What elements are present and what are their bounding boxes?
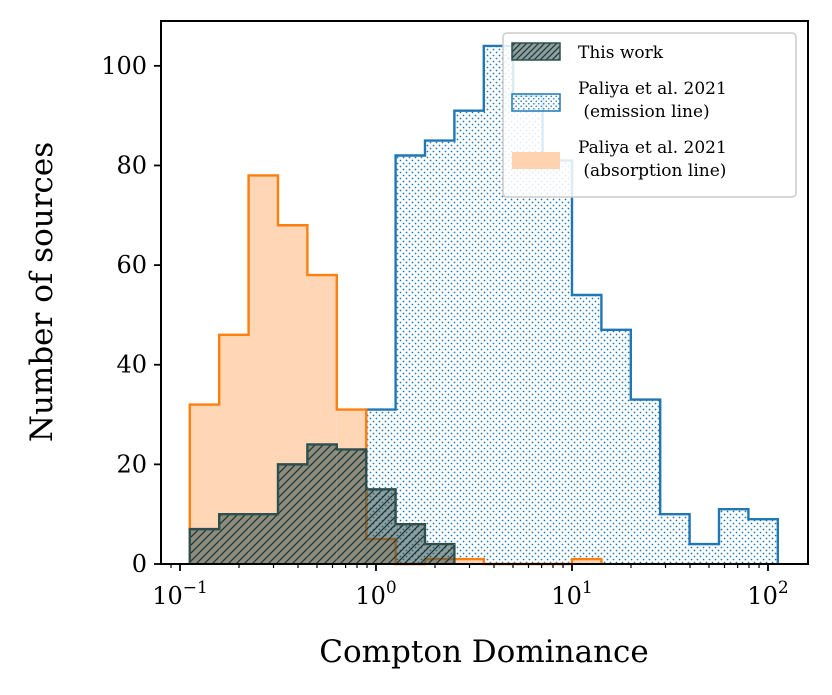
legend: This work Paliya et al. 2021 (emission l… (502, 32, 797, 198)
x-tick-label-10: 101 (551, 578, 592, 610)
bar-this-work-5 (336, 449, 367, 564)
bar-emission-line-14 (601, 329, 631, 564)
series-emission-line (364, 44, 779, 565)
y-tick-label-20: 20 (116, 450, 147, 478)
y-tick-label-0: 0 (132, 550, 147, 578)
legend-swatch-absorption-line (512, 152, 560, 169)
bar-this-work-7 (395, 524, 425, 564)
y-axis-label: Number of sources (24, 142, 60, 442)
outline-emission-line (364, 44, 779, 564)
x-tick-label-0.1: 10−1 (152, 578, 208, 610)
plot-frame (160, 20, 809, 565)
bar-emission-line-9 (454, 110, 484, 564)
x-tick-label-100: 102 (747, 578, 788, 610)
y-axis: 0 20 40 60 80 100 (101, 52, 161, 578)
legend-label-absorption-line-2: (absorption line) (578, 161, 726, 181)
bar-emission-line-13 (571, 294, 602, 564)
legend-frame (502, 32, 797, 198)
bar-absorption-line-2 (248, 175, 278, 564)
x-tick-label-1: 100 (355, 578, 396, 610)
bar-this-work-2 (248, 514, 278, 564)
legend-label-absorption-line-1: Paliya et al. 2021 (578, 138, 727, 158)
series-this-work (188, 443, 456, 564)
legend-label-emission-line-2: (emission line) (578, 102, 710, 122)
legend-swatch-emission-line (511, 93, 561, 112)
bar-emission-line-19 (748, 519, 778, 564)
bar-emission-line-12 (542, 160, 572, 564)
y-tick-label-60: 60 (116, 251, 147, 279)
bar-this-work-6 (366, 489, 396, 564)
bar-this-work-0 (189, 529, 220, 564)
bar-this-work-8 (424, 544, 455, 564)
legend-swatch-this-work (511, 42, 561, 61)
y-tick-label-40: 40 (116, 351, 147, 379)
x-axis-label: Compton Dominance (319, 634, 649, 670)
bar-absorption-line-9 (454, 559, 484, 564)
bar-this-work-4 (307, 444, 337, 564)
x-axis: 10−1 100 101 102 (152, 564, 789, 610)
legend-label-emission-line-1: Paliya et al. 2021 (578, 79, 727, 99)
bar-emission-line-15 (630, 399, 661, 564)
bar-emission-line-16 (660, 514, 690, 564)
bar-this-work-1 (219, 514, 249, 564)
bar-absorption-line-13 (571, 559, 602, 564)
y-tick-label-80: 80 (116, 151, 147, 179)
bar-emission-line-17 (689, 544, 719, 564)
y-tick-label-100: 100 (101, 52, 147, 80)
bar-emission-line-8 (424, 140, 455, 564)
bar-emission-line-18 (718, 509, 749, 564)
bar-emission-line-7 (395, 155, 425, 565)
outline-this-work (188, 443, 456, 564)
bar-this-work-3 (277, 464, 308, 564)
legend-label-this-work: This work (578, 43, 664, 63)
